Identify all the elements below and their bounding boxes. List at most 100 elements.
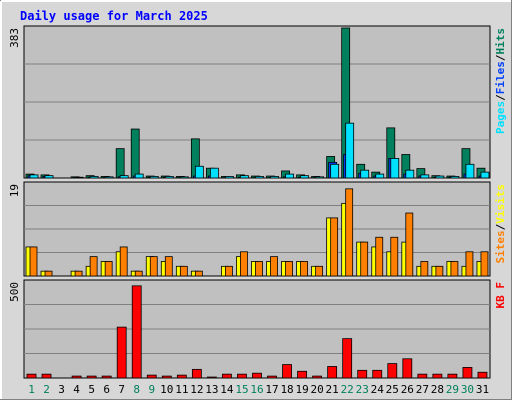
day-label-31: 31 (476, 383, 489, 396)
bar-kb-f-day-23 (358, 370, 367, 378)
bar-pages-day-18 (286, 174, 294, 178)
bar-kb-f-day-22 (343, 339, 352, 378)
bar-pages-day-4 (75, 177, 83, 178)
bar-pages-day-7 (120, 176, 128, 178)
bar-kb-f-day-29 (448, 374, 457, 378)
legend-entry-sites: Sites (494, 230, 507, 263)
day-label-1: 1 (28, 383, 35, 396)
bar-kb-f-day-28 (433, 374, 442, 378)
bar-sites-day-14 (225, 266, 232, 276)
bar-pages-day-13 (210, 168, 218, 178)
day-label-17: 17 (265, 383, 278, 396)
bar-sites-day-17 (271, 257, 278, 276)
bar-kb-f-day-31 (478, 372, 487, 378)
bar-kb-f-day-27 (418, 374, 427, 378)
day-label-7: 7 (118, 383, 125, 396)
bar-pages-day-29 (451, 176, 459, 178)
bar-hits-day-7 (116, 149, 124, 178)
bar-sites-day-11 (180, 266, 187, 276)
bar-kb-f-day-11 (177, 375, 186, 378)
day-label-3: 3 (58, 383, 65, 396)
bar-pages-day-8 (135, 174, 143, 178)
bar-pages-day-10 (165, 176, 173, 178)
bar-kb-f-day-14 (222, 374, 231, 378)
bar-kb-f-day-17 (268, 376, 277, 378)
day-label-27: 27 (416, 383, 429, 396)
bar-sites-day-7 (120, 247, 127, 276)
bar-kb-f-day-2 (42, 374, 51, 378)
day-label-23: 23 (356, 383, 369, 396)
day-label-21: 21 (326, 383, 339, 396)
bar-sites-day-31 (481, 252, 488, 276)
bar-kb-f-day-9 (147, 375, 156, 378)
bar-kb-f-day-16 (252, 373, 261, 378)
day-label-24: 24 (371, 383, 385, 396)
bar-pages-day-15 (240, 176, 248, 178)
bar-sites-day-26 (406, 213, 413, 276)
bar-sites-day-28 (436, 266, 443, 276)
day-label-30: 30 (461, 383, 474, 396)
legend-hits-files-pages: Pages/Files/Hits (494, 28, 507, 134)
day-label-16: 16 (250, 383, 263, 396)
bar-pages-day-17 (271, 176, 279, 178)
y-max-label: 383 (8, 28, 21, 48)
day-label-15: 15 (235, 383, 248, 396)
day-label-4: 4 (73, 383, 80, 396)
bar-pages-day-16 (255, 176, 263, 178)
day-label-5: 5 (88, 383, 95, 396)
bar-sites-day-15 (240, 252, 247, 276)
bar-sites-day-22 (346, 189, 353, 276)
bar-pages-day-6 (105, 177, 113, 178)
day-label-11: 11 (175, 383, 188, 396)
bar-hits-day-8 (131, 129, 139, 178)
bar-sites-day-10 (165, 257, 172, 276)
bar-pages-day-27 (421, 175, 429, 178)
bar-sites-day-4 (75, 271, 82, 276)
bar-pages-day-5 (90, 176, 98, 178)
day-label-26: 26 (401, 383, 414, 396)
bar-pages-day-2 (45, 176, 53, 178)
day-label-28: 28 (431, 383, 444, 396)
bar-pages-day-31 (481, 172, 489, 178)
bar-sites-day-1 (30, 247, 37, 276)
bar-kb-f-day-30 (463, 367, 472, 378)
bar-kb-f-day-24 (373, 370, 382, 378)
bar-kb-f-day-26 (403, 359, 412, 378)
bar-pages-day-19 (301, 176, 309, 178)
legend-entry-visits: Visits (494, 184, 507, 224)
bar-pages-day-28 (436, 176, 444, 178)
day-label-10: 10 (160, 383, 173, 396)
bar-sites-day-19 (301, 261, 308, 276)
bar-pages-day-23 (361, 170, 369, 178)
day-label-25: 25 (386, 383, 399, 396)
bar-kb-f-day-10 (162, 376, 171, 378)
day-label-9: 9 (148, 383, 155, 396)
bar-pages-day-30 (466, 164, 474, 178)
day-label-19: 19 (295, 383, 308, 396)
bar-sites-day-5 (90, 257, 97, 276)
bar-kb-f-day-7 (117, 327, 126, 378)
bar-pages-day-25 (391, 158, 399, 178)
bar-kb-f-day-18 (283, 365, 292, 378)
bar-sites-day-23 (361, 242, 368, 276)
legend-kbytes: KB F (494, 282, 507, 309)
day-label-18: 18 (280, 383, 293, 396)
bar-kb-f-day-21 (328, 366, 337, 378)
bar-kb-f-day-25 (388, 364, 397, 378)
legend-entry-kb-f: KB F (494, 282, 507, 309)
bar-sites-day-18 (286, 261, 293, 276)
day-label-2: 2 (43, 383, 50, 396)
bar-sites-day-24 (376, 237, 383, 276)
day-label-22: 22 (341, 383, 354, 396)
bar-pages-day-22 (346, 123, 354, 178)
bar-sites-day-12 (195, 271, 202, 276)
bar-kb-f-day-5 (87, 376, 96, 378)
bar-kb-f-day-13 (207, 377, 216, 378)
bar-pages-day-12 (195, 166, 203, 178)
bar-pages-day-11 (180, 177, 188, 178)
